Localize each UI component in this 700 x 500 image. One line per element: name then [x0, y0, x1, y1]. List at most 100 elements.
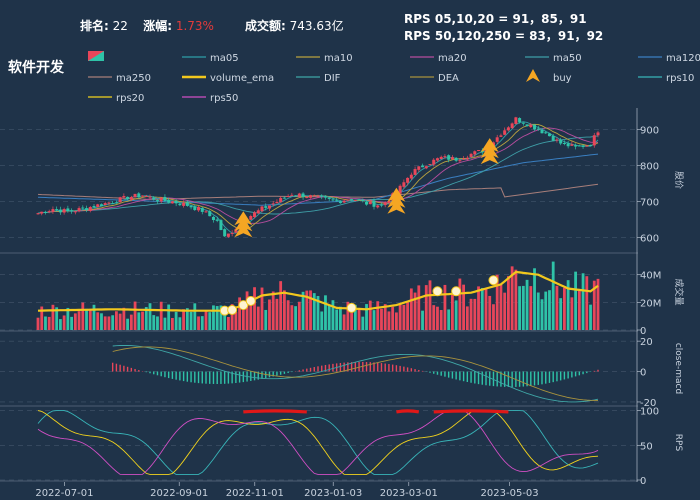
candle-body: [592, 135, 596, 146]
volume-bar: [391, 306, 395, 330]
volume-bar: [305, 290, 309, 330]
x-tick-label: 2022-11-01: [226, 488, 284, 499]
candle-body: [376, 205, 380, 208]
candle-body: [473, 151, 477, 155]
candle-body: [510, 123, 514, 129]
volume-bar: [499, 284, 503, 330]
volume-bar: [335, 309, 339, 330]
volume-marker: [451, 286, 462, 297]
candle-body: [428, 164, 432, 166]
volume-bar: [294, 306, 297, 330]
candle-body: [141, 195, 145, 197]
volume-bar: [256, 306, 260, 330]
candle-body: [589, 144, 593, 147]
legend-label: ma10: [324, 53, 353, 64]
candle-body: [551, 135, 555, 141]
ma10-line: [37, 123, 599, 230]
volume-bar: [182, 309, 185, 330]
legend-item-rps50: rps50: [182, 93, 238, 104]
volume-bar: [219, 305, 223, 330]
volume-bar: [559, 298, 563, 330]
volume-bar: [271, 291, 275, 330]
candle-body: [547, 133, 551, 137]
rps10-line: [37, 410, 599, 475]
turnover-value: 743.63亿: [289, 19, 344, 33]
candle-body: [88, 207, 92, 212]
x-tick-label: 2023-05-03: [481, 488, 539, 499]
legend-label: ma05: [210, 53, 239, 64]
rank-label: 排名:: [80, 19, 109, 33]
volume-bar: [342, 314, 346, 330]
legend-label: ma20: [438, 53, 467, 64]
volume-bar: [230, 304, 234, 330]
candle-body: [495, 137, 499, 142]
candle-body: [92, 205, 96, 208]
candle-body: [62, 209, 66, 213]
candle-body: [96, 204, 100, 208]
volume-bar: [428, 280, 432, 330]
volume-bar: [477, 286, 480, 330]
volume-bar: [518, 286, 521, 330]
candle-body: [129, 197, 133, 200]
volume-bar: [488, 295, 492, 330]
candle-body: [51, 209, 55, 212]
candle-body: [529, 124, 533, 128]
candle-body: [361, 199, 365, 201]
volume-bar: [159, 301, 163, 330]
volume-bar: [290, 305, 294, 330]
volume-bar: [81, 302, 85, 330]
candle-body: [574, 145, 578, 147]
candle-body: [133, 193, 137, 198]
volume-bar: [47, 316, 51, 330]
candle-body: [536, 128, 540, 130]
turnover-label: 成交额:: [245, 19, 286, 33]
rps-high-marker: [396, 409, 420, 414]
volume-bar: [193, 303, 197, 330]
volume-bar: [368, 300, 372, 330]
volume-bar: [197, 316, 200, 330]
volume-bar: [107, 316, 111, 330]
volume-bar: [185, 308, 189, 330]
volume-bar: [480, 287, 484, 330]
candle-body: [406, 177, 410, 183]
candle-body: [260, 206, 264, 212]
volume-bar: [529, 286, 533, 330]
candle-body: [596, 132, 600, 136]
rps20-line: [37, 410, 599, 475]
volume-bar: [383, 304, 387, 330]
volume-bar: [36, 317, 40, 330]
candle-body: [309, 195, 313, 198]
candle-body: [402, 182, 406, 187]
volume-bar: [417, 285, 421, 330]
candle-body: [163, 196, 167, 201]
volume-bar: [357, 308, 361, 330]
y-tick-label: 800: [640, 162, 659, 173]
volume-bar: [514, 269, 518, 330]
candle-body: [159, 197, 163, 202]
candle-body: [521, 122, 525, 124]
rank-value: 22: [112, 19, 128, 33]
triangle-icon: [526, 69, 540, 82]
y-tick-label: 0: [640, 326, 646, 337]
volume-bar: [387, 311, 391, 330]
candle-body: [85, 208, 89, 211]
volume-bar: [253, 287, 256, 330]
volume-bar: [88, 309, 92, 330]
ma50-line: [37, 135, 599, 215]
volume-bar: [409, 288, 413, 330]
candle-body: [178, 203, 182, 206]
volume-bar: [215, 306, 219, 330]
volume-bar: [137, 312, 141, 330]
y-tick-label: 20: [640, 337, 653, 348]
volume-bar: [44, 316, 47, 330]
volume-marker: [238, 300, 249, 311]
volume-bar: [260, 287, 264, 330]
volume-bar: [59, 319, 62, 330]
y-axis-title: 股价: [673, 171, 684, 189]
legend-item-ma250: ma250: [88, 73, 151, 84]
candle-body: [559, 139, 563, 144]
candle-body: [383, 202, 387, 205]
volume-bar: [447, 309, 451, 330]
candle-body: [335, 200, 339, 202]
legend-label: ma250: [116, 73, 151, 84]
